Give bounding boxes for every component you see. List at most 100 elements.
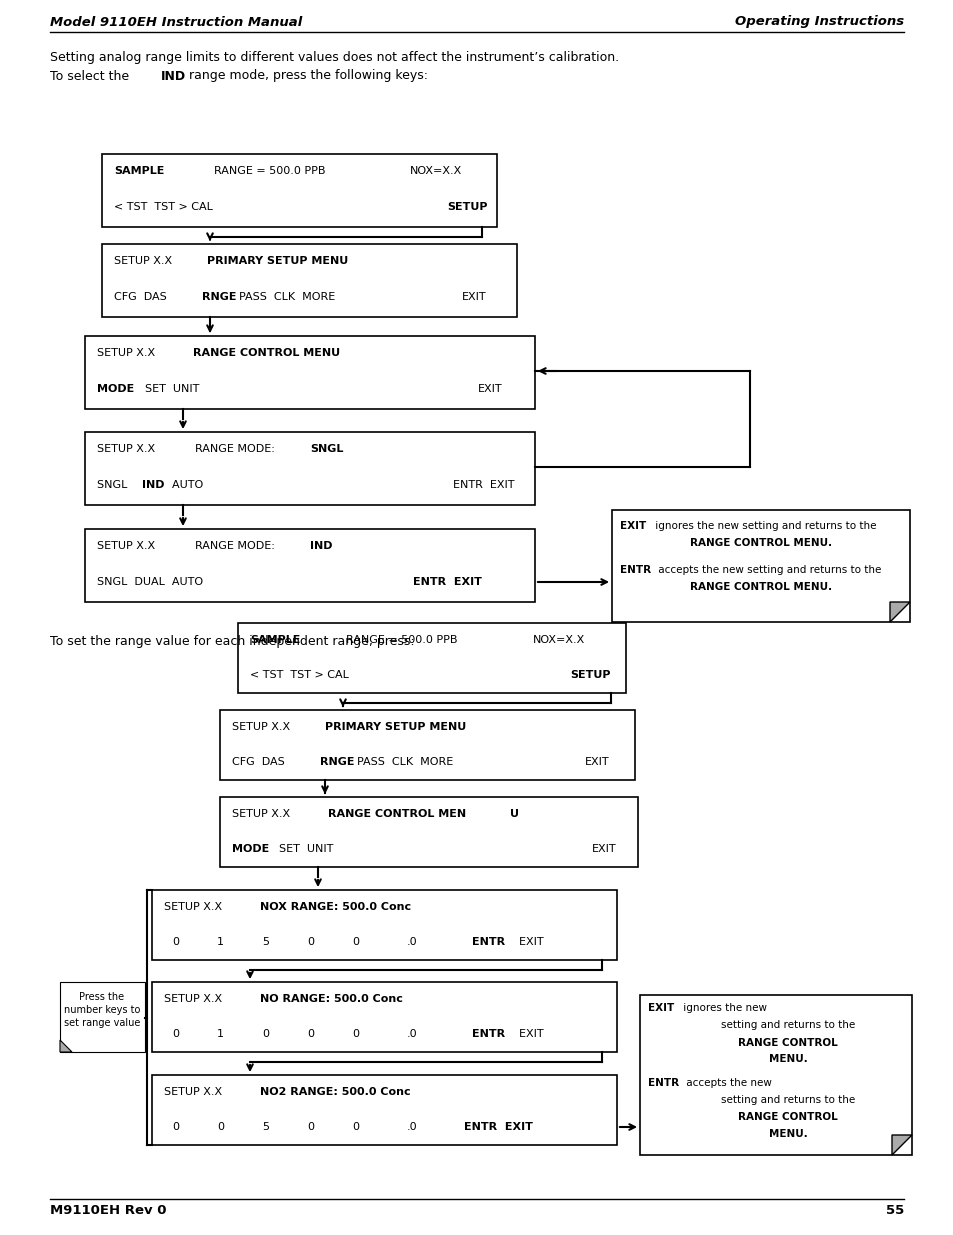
Bar <box>220 797 638 867</box>
Text: RANGE CONTROL MEN: RANGE CONTROL MEN <box>328 809 466 819</box>
Text: U: U <box>510 809 518 819</box>
Text: IND: IND <box>142 480 164 490</box>
Text: IND: IND <box>310 541 333 551</box>
Text: RANGE MODE:: RANGE MODE: <box>194 445 278 454</box>
Text: IND: IND <box>161 69 186 83</box>
Text: setting and returns to the: setting and returns to the <box>720 1020 854 1030</box>
Text: NOX=X.X: NOX=X.X <box>533 635 584 645</box>
Text: MODE: MODE <box>232 844 269 853</box>
Text: SETUP: SETUP <box>447 203 487 212</box>
Text: ignores the new: ignores the new <box>679 1003 766 1013</box>
Text: 0: 0 <box>352 1123 358 1132</box>
Text: To select the: To select the <box>50 69 133 83</box>
Text: 0: 0 <box>307 1123 314 1132</box>
Bar <box>102 245 517 317</box>
Text: .0: .0 <box>407 1029 417 1039</box>
Text: SETUP X.X: SETUP X.X <box>164 902 222 911</box>
Text: MENU.: MENU. <box>768 1129 806 1139</box>
Text: CFG  DAS: CFG DAS <box>113 291 173 303</box>
Text: Operating Instructions: Operating Instructions <box>734 16 903 28</box>
Bar <box>152 1074 617 1145</box>
Text: ENTR  EXIT: ENTR EXIT <box>453 480 514 490</box>
Text: SETUP X.X: SETUP X.X <box>97 541 155 551</box>
Text: 0: 0 <box>307 937 314 947</box>
Text: 0: 0 <box>262 1029 269 1039</box>
Text: < TST  TST > CAL: < TST TST > CAL <box>113 203 213 212</box>
Bar <box>85 529 535 601</box>
Polygon shape <box>60 1040 71 1052</box>
Text: CFG  DAS: CFG DAS <box>232 757 292 767</box>
Text: SETUP X.X: SETUP X.X <box>164 1087 222 1097</box>
Text: MENU.: MENU. <box>768 1053 806 1065</box>
Text: Press the: Press the <box>79 992 125 1002</box>
Text: RANGE MODE:: RANGE MODE: <box>194 541 278 551</box>
Bar <box>612 510 909 622</box>
Text: SNGL: SNGL <box>310 445 343 454</box>
Text: SAMPLE: SAMPLE <box>250 635 300 645</box>
Text: 0: 0 <box>172 937 179 947</box>
Bar <box>85 336 535 409</box>
Text: NOX=X.X: NOX=X.X <box>410 165 462 177</box>
Text: number keys to: number keys to <box>64 1005 140 1015</box>
Text: EXIT: EXIT <box>584 757 609 767</box>
Bar <box>85 432 535 505</box>
Text: EXIT: EXIT <box>512 937 543 947</box>
Bar <box>237 622 625 693</box>
Text: EXIT: EXIT <box>477 384 502 394</box>
Text: EXIT: EXIT <box>647 1003 674 1013</box>
Text: RNGE: RNGE <box>202 291 236 303</box>
Text: < TST  TST > CAL: < TST TST > CAL <box>250 671 349 680</box>
Text: SETUP X.X: SETUP X.X <box>164 994 222 1004</box>
Text: SNGL: SNGL <box>97 480 134 490</box>
Text: NO RANGE: 500.0 Conc: NO RANGE: 500.0 Conc <box>260 994 402 1004</box>
Text: SNGL  DUAL  AUTO: SNGL DUAL AUTO <box>97 577 203 587</box>
Text: SETUP X.X: SETUP X.X <box>232 809 290 819</box>
Text: SAMPLE: SAMPLE <box>113 165 164 177</box>
Text: 0: 0 <box>352 1029 358 1039</box>
Text: SETUP: SETUP <box>569 671 610 680</box>
Bar <box>60 982 145 1052</box>
Text: Model 9110EH Instruction Manual: Model 9110EH Instruction Manual <box>50 16 302 28</box>
Text: ENTR  EXIT: ENTR EXIT <box>413 577 481 587</box>
Text: 0: 0 <box>352 937 358 947</box>
Text: RANGE = 500.0 PPB: RANGE = 500.0 PPB <box>346 635 457 645</box>
Text: 0: 0 <box>172 1123 179 1132</box>
Bar <box>152 982 617 1052</box>
Text: EXIT: EXIT <box>592 844 616 853</box>
Text: 0: 0 <box>307 1029 314 1039</box>
Text: accepts the new: accepts the new <box>682 1078 771 1088</box>
Text: AUTO: AUTO <box>165 480 203 490</box>
Text: set range value: set range value <box>64 1018 140 1028</box>
Text: PASS  CLK  MORE: PASS CLK MORE <box>350 757 453 767</box>
Text: RANGE CONTROL MENU.: RANGE CONTROL MENU. <box>689 538 831 548</box>
Polygon shape <box>889 601 909 622</box>
Text: .0: .0 <box>407 937 417 947</box>
Text: MODE: MODE <box>97 384 134 394</box>
Text: 55: 55 <box>884 1204 903 1218</box>
Text: ignores the new setting and returns to the: ignores the new setting and returns to t… <box>651 521 876 531</box>
Text: SETUP X.X: SETUP X.X <box>97 348 155 358</box>
Text: 5: 5 <box>262 937 269 947</box>
Text: SETUP X.X: SETUP X.X <box>232 722 290 732</box>
Text: 1: 1 <box>216 1029 224 1039</box>
Text: accepts the new setting and returns to the: accepts the new setting and returns to t… <box>655 564 881 576</box>
Text: M9110EH Rev 0: M9110EH Rev 0 <box>50 1204 167 1218</box>
Text: RANGE CONTROL: RANGE CONTROL <box>738 1037 837 1049</box>
Text: ENTR: ENTR <box>472 1029 504 1039</box>
Text: RANGE CONTROL MENU.: RANGE CONTROL MENU. <box>689 582 831 592</box>
Text: 1: 1 <box>216 937 224 947</box>
Bar <box>639 995 911 1155</box>
Text: PRIMARY SETUP MENU: PRIMARY SETUP MENU <box>325 722 466 732</box>
Text: range mode, press the following keys:: range mode, press the following keys: <box>185 69 428 83</box>
Text: .0: .0 <box>407 1123 417 1132</box>
Text: SETUP X.X: SETUP X.X <box>97 445 155 454</box>
Text: EXIT: EXIT <box>461 291 486 303</box>
Text: To set the range value for each independent range, press:: To set the range value for each independ… <box>50 635 415 647</box>
Text: EXIT: EXIT <box>619 521 645 531</box>
Text: ENTR: ENTR <box>647 1078 679 1088</box>
Text: RANGE CONTROL: RANGE CONTROL <box>738 1112 837 1123</box>
Polygon shape <box>891 1135 911 1155</box>
Text: 0: 0 <box>216 1123 224 1132</box>
Bar <box>220 710 635 781</box>
Text: ENTR  EXIT: ENTR EXIT <box>463 1123 533 1132</box>
